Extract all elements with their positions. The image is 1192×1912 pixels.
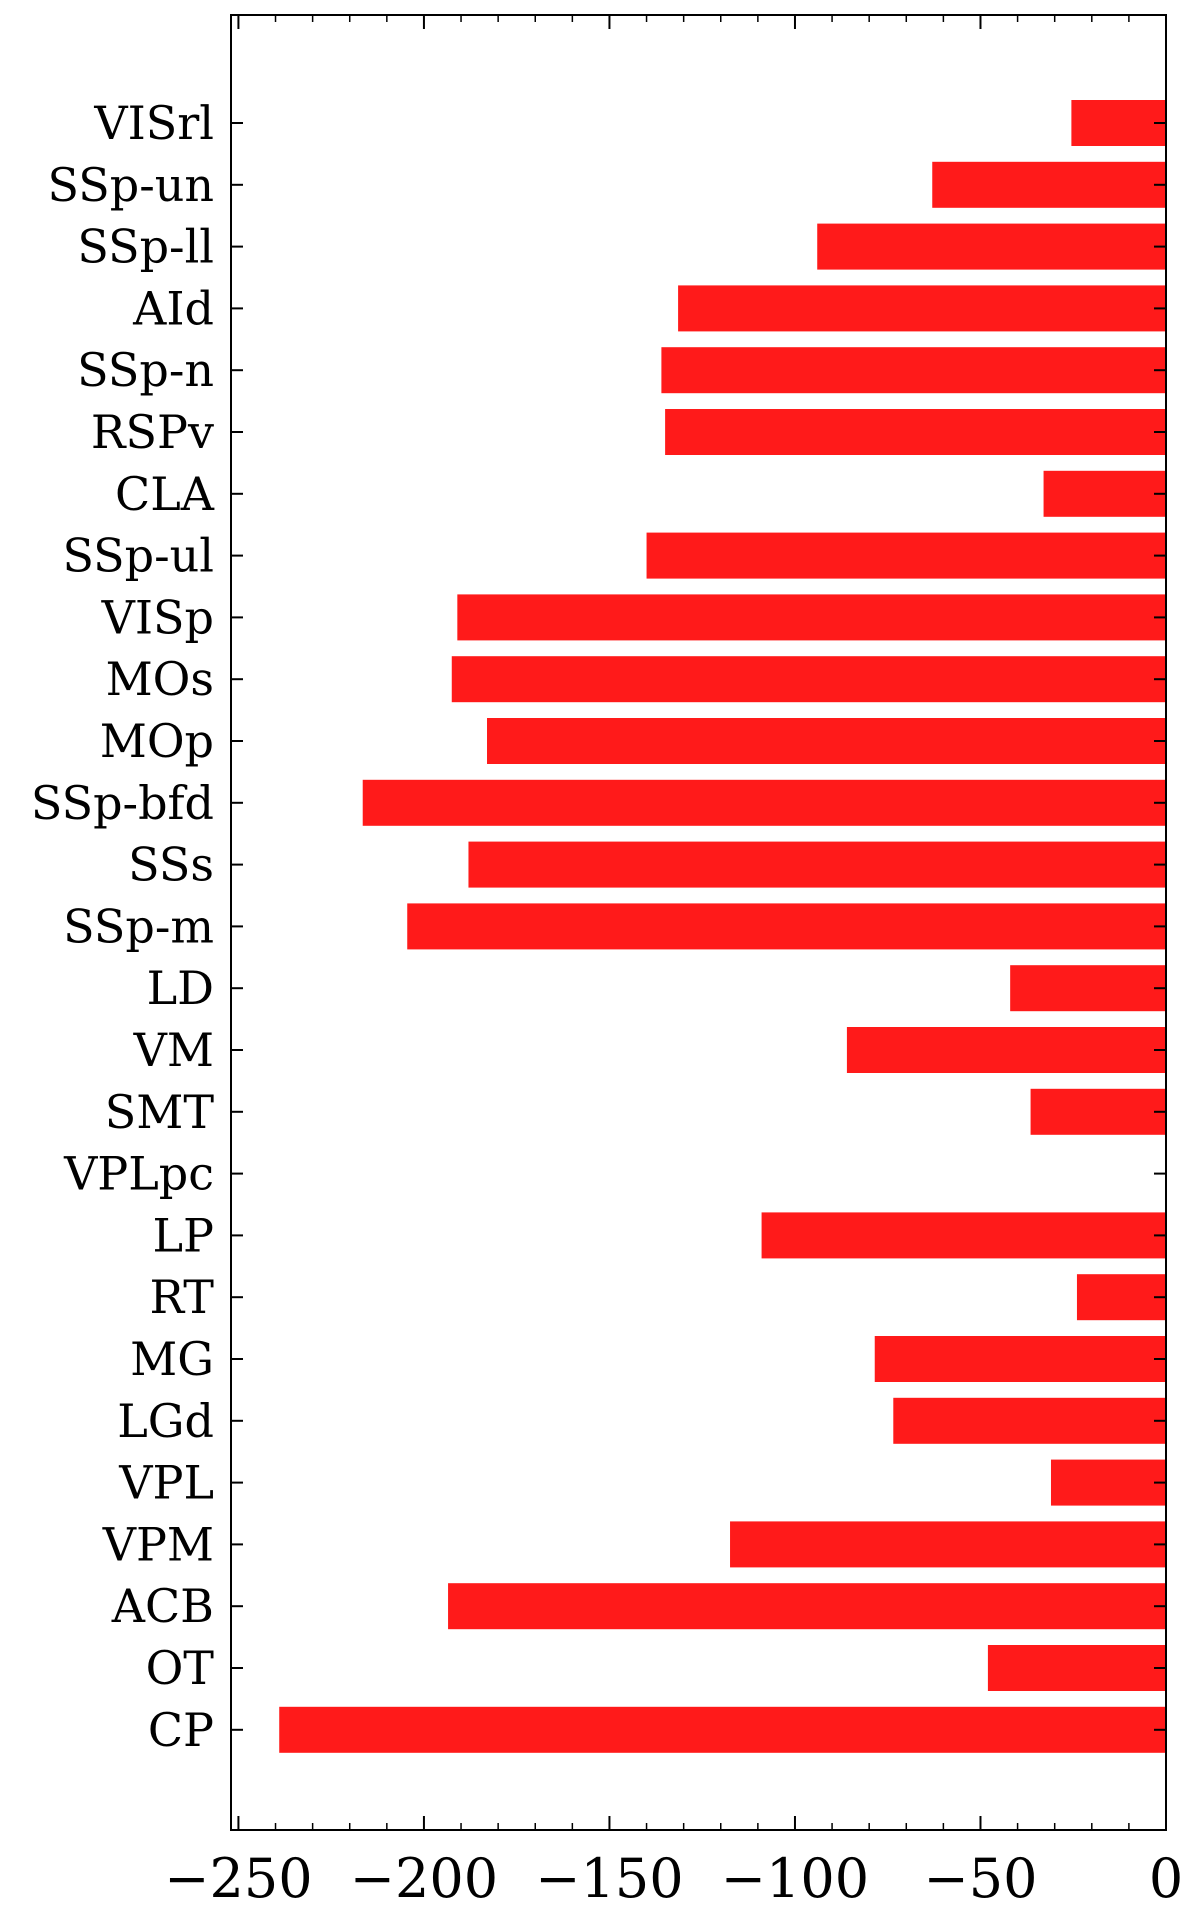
bars-group — [279, 100, 1167, 1753]
y-tick-label-VM: VM — [133, 1023, 214, 1077]
bar-MOp — [487, 718, 1166, 764]
bar-SSp-ul — [646, 532, 1166, 579]
y-tick-label-VISrl: VISrl — [93, 96, 214, 150]
y-tick-label-RT: RT — [149, 1270, 214, 1324]
y-tick-label-VPL: VPL — [118, 1456, 214, 1510]
bar-LD — [1010, 965, 1166, 1012]
y-tick-label-MG: MG — [130, 1332, 214, 1386]
bar-ACB — [448, 1583, 1166, 1630]
y-tick-label-SMT: SMT — [105, 1085, 215, 1139]
x-axis-labels: −250 −200 −150 −100 −50 0 — [164, 1847, 1183, 1910]
y-tick-label-LGd: LGd — [117, 1394, 214, 1448]
bar-OT — [987, 1645, 1166, 1691]
bar-SSp-n — [661, 347, 1166, 394]
bar-VPL — [1050, 1459, 1166, 1506]
bar-SSp-m — [407, 903, 1166, 950]
y-tick-label-SSp-ll: SSp-ll — [77, 220, 214, 274]
x-tick-label-5: 0 — [1149, 1847, 1183, 1910]
bar-LGd — [893, 1397, 1166, 1444]
bar-SSs — [468, 841, 1166, 888]
y-axis-labels: VISrl SSp-un SSp-ll AId SSp-n RSPv CLA SSp-ul VI… — [31, 96, 215, 1757]
x-axis-ticks — [237, 15, 1167, 1830]
x-tick-label-4: −50 — [923, 1847, 1037, 1910]
bar-VISp — [457, 594, 1167, 641]
bar-CLA — [1043, 470, 1166, 517]
bar-SMT — [1030, 1088, 1166, 1135]
y-tick-label-CLA: CLA — [115, 467, 215, 521]
x-tick-label-3: −100 — [721, 1847, 869, 1910]
x-tick-label-0: −250 — [164, 1847, 312, 1910]
bar-VISrl — [1071, 100, 1166, 146]
x-tick-label-2: −150 — [535, 1847, 683, 1910]
bar-MOs — [451, 656, 1166, 703]
bar-SSp-ll — [817, 223, 1166, 270]
y-tick-label-SSp-bfd: SSp-bfd — [31, 776, 214, 830]
y-tick-label-SSp-ul: SSp-ul — [62, 529, 214, 583]
y-tick-label-MOp: MOp — [100, 714, 214, 768]
y-tick-label-VISp: VISp — [101, 590, 214, 644]
y-tick-label-SSp-un: SSp-un — [48, 158, 214, 212]
bar-AId — [678, 285, 1166, 332]
bar-RT — [1076, 1274, 1166, 1321]
bar-VM — [846, 1027, 1166, 1073]
y-tick-label-OT: OT — [146, 1641, 215, 1695]
bar-CP — [279, 1706, 1166, 1753]
y-tick-label-SSs: SSs — [128, 838, 214, 892]
y-tick-label-ACB: ACB — [111, 1579, 214, 1633]
bar-RSPv — [665, 409, 1166, 455]
y-tick-label-SSp-m: SSp-m — [63, 899, 214, 953]
y-tick-label-LP: LP — [153, 1208, 215, 1262]
y-tick-label-LD: LD — [147, 961, 214, 1015]
y-tick-label-AId: AId — [132, 281, 214, 335]
y-tick-label-CP: CP — [148, 1703, 214, 1757]
bar-MG — [874, 1336, 1166, 1382]
y-axis-ticks — [231, 122, 1166, 1731]
bar-LP — [761, 1212, 1166, 1259]
x-tick-label-1: −200 — [350, 1847, 498, 1910]
bar-SSp-bfd — [362, 779, 1166, 826]
plot-frame — [230, 14, 1167, 1831]
y-tick-label-VPLpc: VPLpc — [63, 1147, 214, 1201]
y-tick-label-RSPv: RSPv — [91, 405, 214, 459]
bar-VPM — [730, 1521, 1166, 1568]
y-tick-label-SSp-n: SSp-n — [77, 343, 214, 397]
y-tick-label-MOs: MOs — [106, 652, 214, 706]
bar-SSp-un — [932, 161, 1166, 208]
y-tick-label-VPM: VPM — [102, 1517, 214, 1571]
